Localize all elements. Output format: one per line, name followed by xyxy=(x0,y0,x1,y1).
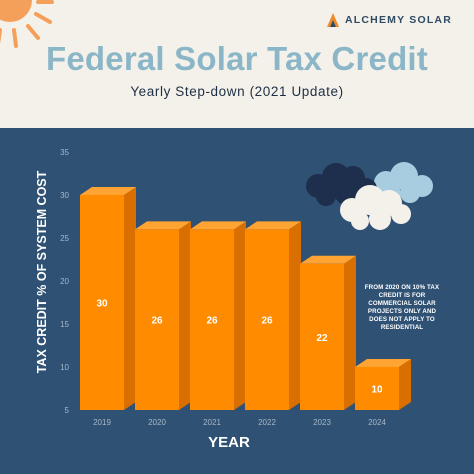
header-area: ALCHEMY SOLAR Federal Solar Tax Credit Y… xyxy=(0,0,474,128)
page-title: Federal Solar Tax Credit xyxy=(46,40,428,77)
bar-2020: 26 xyxy=(135,221,191,410)
cloud-light-blue-icon xyxy=(374,162,433,203)
x-tick-label: 2022 xyxy=(258,418,276,427)
x-tick-label: 2023 xyxy=(313,418,331,427)
bar-2023: 22 xyxy=(300,255,356,410)
bar-side xyxy=(179,221,191,410)
bar-front xyxy=(190,229,234,410)
bar-top xyxy=(190,221,246,230)
sun-icon xyxy=(0,0,54,48)
y-axis: 5 10 15 20 25 30 35 xyxy=(60,148,69,415)
bar-2021: 26 xyxy=(190,221,246,410)
bar-top xyxy=(135,221,191,230)
x-tick-label: 2019 xyxy=(93,418,111,427)
bar-top xyxy=(245,221,301,230)
bar-front xyxy=(300,263,344,410)
bar-top xyxy=(300,255,356,264)
bar-front xyxy=(80,195,124,410)
x-tick-label: 2024 xyxy=(368,418,386,427)
bar-top xyxy=(355,359,411,367)
y-tick-label: 5 xyxy=(65,406,70,415)
page-subtitle: Yearly Step-down (2021 Update) xyxy=(130,84,344,99)
brand-name: ALCHEMY SOLAR xyxy=(345,14,452,26)
data-label: 26 xyxy=(151,316,163,327)
y-tick-label: 10 xyxy=(60,363,69,372)
y-tick-label: 20 xyxy=(60,277,69,286)
bar-2019: 30 xyxy=(80,187,136,410)
bar-side xyxy=(344,255,356,410)
bar-top xyxy=(80,187,136,195)
data-label: 10 xyxy=(371,385,383,396)
data-label: 30 xyxy=(96,299,108,310)
bar-2024: 10 xyxy=(355,359,411,410)
x-axis: 2019 2020 2021 2022 2023 2024 xyxy=(93,418,386,427)
clouds-illustration xyxy=(306,162,433,230)
bar-side xyxy=(399,359,411,410)
y-tick-label: 25 xyxy=(60,234,69,243)
alchemy-logo-icon xyxy=(327,13,339,27)
x-tick-label: 2020 xyxy=(148,418,166,427)
y-tick-label: 15 xyxy=(60,320,69,329)
data-label: 26 xyxy=(261,316,273,327)
y-axis-label: TAX CREDIT % OF SYSTEM COST xyxy=(35,170,49,373)
bar-side xyxy=(289,221,301,410)
bar-side xyxy=(124,187,136,410)
bars: 30 26 26 26 22 10 xyxy=(80,187,411,410)
y-tick-label: 35 xyxy=(60,148,69,157)
bar-side xyxy=(234,221,246,410)
commercial-note: FROM 2020 ON 10% TAX CREDIT IS FOR COMME… xyxy=(364,284,440,332)
bar-front xyxy=(355,367,399,410)
data-label: 22 xyxy=(316,333,328,344)
y-tick-label: 30 xyxy=(60,191,69,200)
bar-front xyxy=(135,229,179,410)
brand-logo[interactable]: ALCHEMY SOLAR xyxy=(326,12,452,28)
x-tick-label: 2021 xyxy=(203,418,221,427)
bar-2022: 26 xyxy=(245,221,301,410)
bar-front xyxy=(245,229,289,410)
data-label: 26 xyxy=(206,316,218,327)
cloud-white-icon xyxy=(340,185,411,230)
x-axis-label: YEAR xyxy=(208,434,250,451)
